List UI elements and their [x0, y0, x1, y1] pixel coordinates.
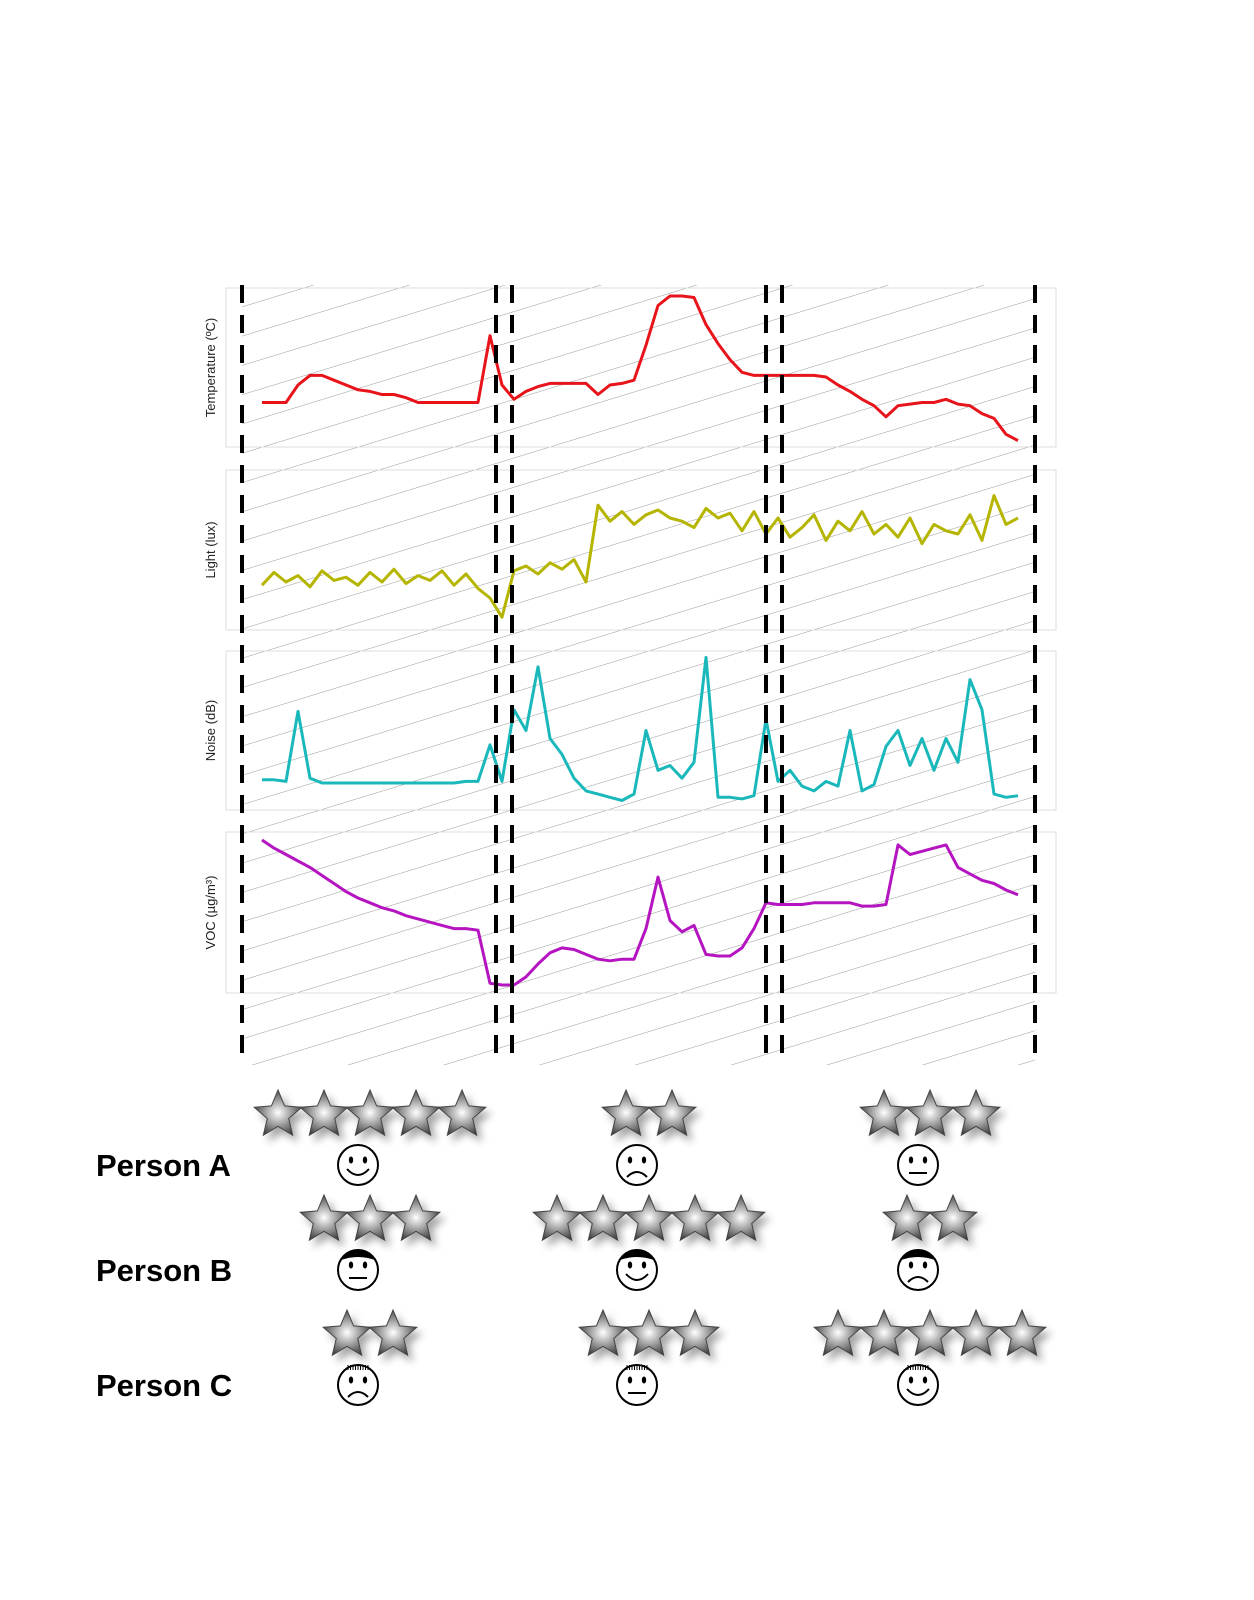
eye [922, 1156, 928, 1164]
mouth [347, 1391, 369, 1398]
eye [908, 1156, 914, 1164]
eye [362, 1156, 368, 1164]
series-line [260, 494, 1019, 619]
star [577, 1308, 629, 1357]
y-axis-label: VOC (µg/m³) [203, 876, 218, 950]
plots: Temperature (ºC) Light (lux) Noise (dB) VOC… [203, 287, 1057, 994]
face-happy [897, 1364, 939, 1406]
face-neutral [616, 1364, 658, 1406]
eye [348, 1261, 354, 1269]
star [881, 1193, 933, 1242]
eye [362, 1261, 368, 1269]
eye [627, 1376, 633, 1384]
star [623, 1308, 675, 1357]
star [390, 1193, 442, 1242]
eye [348, 1156, 354, 1164]
y-axis-label: Light (lux) [203, 521, 218, 578]
star [812, 1308, 864, 1357]
eye [922, 1261, 928, 1269]
star [858, 1308, 910, 1357]
series-line [262, 655, 1019, 802]
star [600, 1088, 652, 1137]
star [390, 1088, 442, 1137]
star [344, 1193, 396, 1242]
star [298, 1193, 350, 1242]
star [298, 1088, 350, 1137]
star [904, 1088, 956, 1137]
panel-frame [225, 831, 1057, 994]
star [252, 1088, 304, 1137]
person-name: Person B [96, 1253, 232, 1288]
eye [641, 1261, 647, 1269]
face-neutral [897, 1144, 939, 1186]
star [858, 1088, 910, 1137]
star [996, 1308, 1048, 1357]
mouth [906, 1388, 930, 1396]
dividers [240, 285, 1037, 1065]
star [436, 1088, 488, 1137]
panel-frame [225, 287, 1057, 448]
ratings: Person A Person B Person C [96, 1088, 1048, 1406]
eye [641, 1376, 647, 1384]
eye [908, 1376, 914, 1384]
star [715, 1193, 767, 1242]
eye [362, 1376, 368, 1384]
star [950, 1308, 1002, 1357]
star [646, 1088, 698, 1137]
face-sad [616, 1144, 658, 1186]
star [577, 1193, 629, 1242]
star [623, 1193, 675, 1242]
series-line [261, 838, 1019, 987]
face-outline [616, 1144, 658, 1186]
panel-frame [225, 469, 1057, 631]
hair [620, 1250, 654, 1260]
panel-frame [225, 650, 1057, 811]
eye [627, 1261, 633, 1269]
mouth [346, 1168, 370, 1176]
mouth [625, 1273, 649, 1281]
face-happy [337, 1144, 379, 1186]
star [344, 1088, 396, 1137]
star [669, 1193, 721, 1242]
eye [641, 1156, 647, 1164]
hair [341, 1250, 375, 1260]
hair [901, 1250, 935, 1260]
y-axis-label: Noise (dB) [203, 700, 218, 761]
star [904, 1308, 956, 1357]
eye [908, 1261, 914, 1269]
star [927, 1193, 979, 1242]
person-name: Person A [96, 1148, 231, 1183]
star [367, 1308, 419, 1357]
face-sad [897, 1249, 939, 1291]
mouth [626, 1171, 648, 1178]
face-outline [337, 1364, 379, 1406]
hatch-background [242, 285, 1035, 1065]
star [669, 1308, 721, 1357]
star [531, 1193, 583, 1242]
face-sad [337, 1364, 379, 1406]
star [950, 1088, 1002, 1137]
eye [627, 1156, 633, 1164]
face-outline [616, 1364, 658, 1406]
face-outline [897, 1144, 939, 1186]
mouth [907, 1276, 929, 1283]
eye [922, 1376, 928, 1384]
face-neutral [337, 1249, 379, 1291]
face-happy [616, 1249, 658, 1291]
series-line [262, 294, 1019, 442]
face-outline [897, 1364, 939, 1406]
eye [348, 1376, 354, 1384]
face-outline [337, 1144, 379, 1186]
person-name: Person C [96, 1368, 232, 1403]
star [321, 1308, 373, 1357]
y-axis-label: Temperature (ºC) [203, 318, 218, 417]
